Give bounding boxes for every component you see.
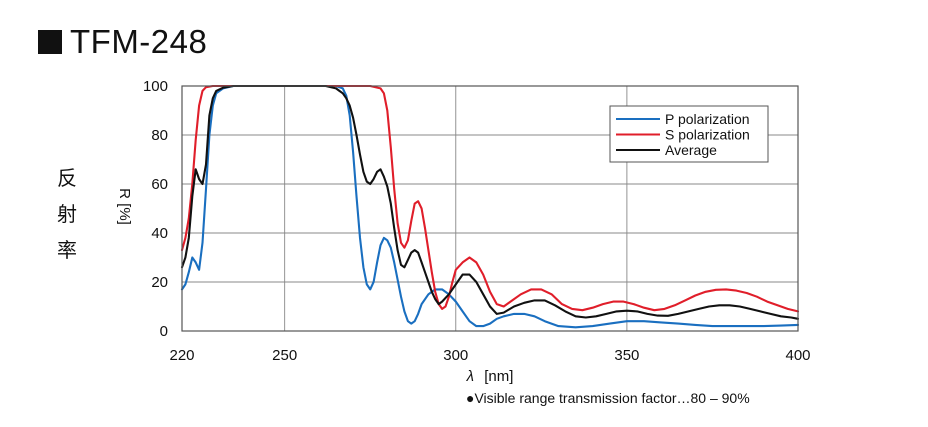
side-label-char: 率 [57,238,77,262]
legend-entry: Average [665,142,717,158]
footnote-transmission: ●Visible range transmission factor…80 – … [466,390,750,406]
x-tick-label: 400 [785,347,810,364]
x-axis-unit: [nm] [484,368,513,385]
x-tick-label: 300 [443,347,468,364]
legend-entry: P polarization [665,111,750,127]
x-axis-lambda-symbol: λ [466,368,474,385]
plot-frame [181,85,799,332]
side-label-char: 射 [57,202,77,226]
x-tick-label: 350 [614,347,639,364]
chart-title: TFM-248 [38,22,207,62]
side-label-reflectance: 反 射 率 [52,160,82,268]
series-line-2 [180,84,800,313]
y-tick-label: 80 [151,127,168,144]
y-tick-label: 100 [143,78,168,95]
y-tick-label: 0 [160,323,168,340]
curves [180,84,800,329]
legend-entry: S polarization [665,127,750,143]
chart-title-text: TFM-248 [70,23,208,60]
x-tick-label: 250 [272,347,297,364]
series-line-3 [180,84,800,320]
y-tick-label: 60 [151,176,168,193]
x-tick-label: 220 [169,347,194,364]
y-axis-label: R [%] [116,188,133,225]
x-tick-labels: 220 250 300 350 400 [169,347,810,364]
y-tick-labels: 0 20 40 60 80 100 [143,78,168,340]
side-label-char: 反 [57,166,77,190]
y-tick-label: 20 [151,274,168,291]
title-square-bullet-icon [38,30,62,54]
y-tick-label: 40 [151,225,168,242]
x-axis-label: λ [nm] [466,368,514,385]
